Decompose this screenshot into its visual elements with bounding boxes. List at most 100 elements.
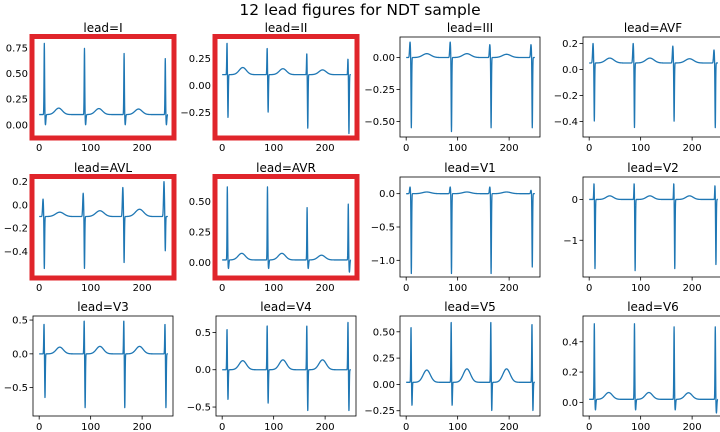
x-tick-label: 0: [219, 422, 225, 432]
ecg-trace: [405, 41, 536, 133]
y-tick-label: 0.50: [6, 69, 28, 80]
y-tick-label: 0.5: [195, 328, 211, 339]
axes-frame: [32, 36, 174, 138]
ecg-trace: [588, 183, 719, 272]
x-tick-label: 200: [133, 283, 152, 294]
x-tick-label: 200: [500, 143, 519, 154]
x-tick-label: 200: [133, 143, 152, 154]
panel-title: lead=AVF: [624, 21, 682, 35]
y-tick-label: 0: [572, 195, 578, 206]
x-tick-label: 200: [316, 143, 335, 154]
x-tick-label: 100: [81, 283, 100, 294]
panel-title: lead=V1: [444, 161, 496, 175]
y-tick-label: −0.25: [364, 406, 395, 417]
ecg-trace: [38, 42, 169, 126]
axes-frame: [32, 315, 174, 417]
y-tick-label: 0.25: [373, 354, 395, 365]
axes-frame: [32, 176, 174, 278]
axes-frame: [215, 36, 357, 138]
x-tick-label: 0: [36, 422, 42, 432]
x-tick-label: 0: [219, 143, 225, 154]
panel-title: lead=III: [447, 21, 493, 35]
ecg-trace: [221, 186, 352, 273]
x-tick-label: 0: [36, 143, 42, 154]
panel-title: lead=V4: [260, 300, 312, 314]
panel-title: lead=I: [83, 21, 122, 35]
y-tick-label: 0.25: [189, 227, 211, 238]
y-tick-label: 0.0: [12, 349, 28, 360]
panel-title: lead=II: [265, 21, 308, 35]
y-tick-label: −1: [563, 236, 578, 247]
panel-v4: lead=V4 0 100 200 −0.5 0.0 0.5: [187, 300, 357, 432]
panel-v2: lead=V2 0 100 200 −1 0: [563, 161, 720, 294]
x-tick-label: 0: [219, 283, 225, 294]
ecg-trace: [221, 321, 352, 412]
panel-v3: lead=V3 0 100 200 −0.5 0.0 0.5: [4, 300, 174, 432]
x-tick-label: 0: [586, 283, 592, 294]
x-tick-label: 200: [683, 283, 702, 294]
x-tick-label: 0: [586, 422, 592, 432]
x-tick-label: 100: [631, 283, 650, 294]
x-tick-label: 100: [264, 422, 283, 432]
x-tick-label: 100: [631, 143, 650, 154]
y-tick-label: 0.25: [189, 54, 211, 65]
x-tick-label: 0: [403, 143, 409, 154]
ecg-trace: [38, 181, 169, 270]
x-tick-label: 100: [448, 283, 467, 294]
axes-frame: [582, 176, 720, 278]
x-tick-label: 200: [500, 283, 519, 294]
y-tick-label: 0.25: [6, 95, 28, 106]
x-tick-label: 100: [448, 422, 467, 432]
y-tick-label: −0.2: [4, 224, 28, 235]
y-tick-label: 0.75: [6, 44, 28, 55]
ecg-trace: [405, 186, 536, 275]
axes-frame: [399, 315, 541, 417]
figure-title: 12 lead figures for NDT sample: [239, 1, 480, 19]
x-tick-label: 100: [448, 143, 467, 154]
panel-v6: lead=V6 0 100 200 0.0 0.2 0.4: [562, 300, 720, 432]
y-tick-label: 0.0: [379, 189, 395, 200]
panel-title: lead=V3: [77, 300, 129, 314]
x-tick-label: 100: [81, 422, 100, 432]
x-tick-label: 200: [316, 422, 335, 432]
y-tick-label: 0.00: [373, 380, 395, 391]
x-tick-label: 100: [264, 283, 283, 294]
ecg-trace: [405, 321, 536, 412]
highlight-box: [212, 34, 360, 141]
axes-frame: [582, 36, 720, 138]
y-tick-label: −0.4: [554, 117, 578, 128]
panel-title: lead=V2: [627, 161, 679, 175]
x-tick-label: 200: [133, 422, 152, 432]
panel-avf: lead=AVF 0 100 200 −0.4 −0.2 0.0 0.2: [554, 21, 720, 154]
axes-frame: [215, 176, 357, 278]
axes-frame: [582, 315, 720, 417]
y-tick-label: −0.25: [364, 85, 395, 96]
y-tick-label: 0.5: [12, 316, 28, 327]
y-tick-label: 0.50: [373, 327, 395, 338]
y-tick-label: 0.00: [189, 81, 211, 92]
panel-title: lead=V6: [627, 300, 679, 314]
y-tick-label: −0.5: [371, 223, 395, 234]
x-tick-label: 0: [586, 143, 592, 154]
y-tick-label: 0.50: [189, 197, 211, 208]
panel-iii: lead=III 0 100 200 −0.50 −0.25 0.00: [364, 21, 541, 154]
y-tick-label: −0.2: [554, 91, 578, 102]
y-tick-label: 0.4: [562, 337, 578, 348]
y-tick-label: −0.25: [180, 108, 211, 119]
y-tick-label: 0.00: [373, 53, 395, 64]
axes-frame: [215, 315, 357, 417]
x-tick-label: 0: [36, 283, 42, 294]
y-tick-label: −0.5: [4, 383, 28, 394]
panel-title: lead=V5: [444, 300, 496, 314]
ecg-trace: [38, 320, 169, 409]
panel-v5: lead=V5 0 100 200 −0.25 0.00 0.25 0.50: [364, 300, 541, 432]
highlight-box: [29, 174, 177, 281]
ecg-trace: [221, 42, 352, 135]
y-tick-label: −0.50: [364, 117, 395, 128]
x-tick-label: 100: [81, 143, 100, 154]
y-tick-label: 0.2: [562, 39, 578, 50]
panel-ii: lead=II 0 100 200 −0.25 0.00 0.25: [180, 21, 360, 154]
x-tick-label: 100: [264, 143, 283, 154]
